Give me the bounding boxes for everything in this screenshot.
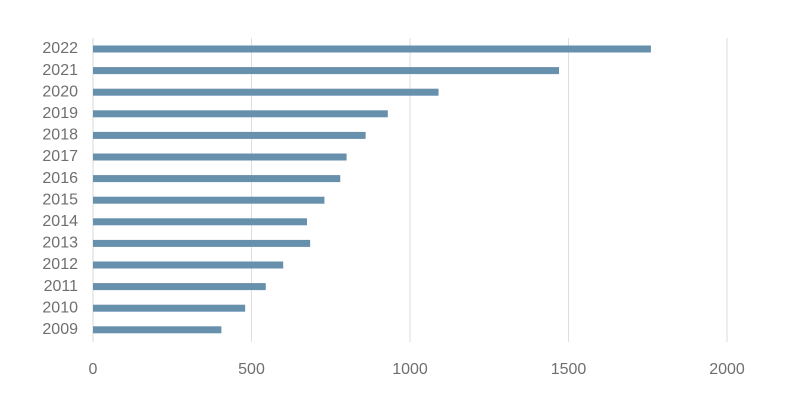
- category-label-2010: 2010: [42, 299, 78, 316]
- bar-2021: [93, 67, 559, 75]
- category-label-2009: 2009: [42, 321, 78, 338]
- category-label-2022: 2022: [42, 40, 78, 57]
- grid-layer: [92, 38, 728, 342]
- category-labels: 2022 2021 2020 2019 2018 2017 2016 2015 2014 2013…: [42, 40, 78, 338]
- category-label-2019: 2019: [42, 105, 78, 122]
- category-label-2012: 2012: [42, 256, 78, 273]
- category-label-2016: 2016: [42, 170, 78, 187]
- bar-2009: [93, 326, 222, 334]
- category-label-2014: 2014: [42, 213, 78, 230]
- category-label-2013: 2013: [42, 235, 78, 252]
- bar-2011: [93, 283, 266, 291]
- x-axis-tick-labels: 0 500 1000 1500 2000: [89, 361, 745, 378]
- x-tick-label-0: 0: [89, 361, 98, 378]
- bar-2018: [93, 131, 366, 139]
- category-label-2011: 2011: [44, 278, 79, 295]
- bar-2019: [93, 110, 388, 118]
- bar-2016: [93, 175, 341, 183]
- x-tick-label-1000: 1000: [392, 361, 428, 378]
- bar-2010: [93, 304, 246, 312]
- bar-2013: [93, 239, 311, 247]
- category-label-2020: 2020: [42, 83, 78, 100]
- category-label-2017: 2017: [42, 148, 78, 165]
- bar-2015: [93, 196, 325, 204]
- bar-2020: [93, 88, 439, 96]
- bar-2022: [93, 45, 651, 53]
- category-label-2015: 2015: [42, 191, 78, 208]
- bar-2017: [93, 153, 347, 161]
- bar-2014: [93, 218, 307, 226]
- bar-layer: [93, 45, 651, 334]
- bar-2012: [93, 261, 284, 269]
- x-tick-label-1500: 1500: [551, 361, 587, 378]
- x-tick-label-500: 500: [238, 361, 265, 378]
- category-label-2021: 2021: [42, 62, 78, 79]
- x-tick-label-2000: 2000: [709, 361, 745, 378]
- category-label-2018: 2018: [42, 127, 78, 144]
